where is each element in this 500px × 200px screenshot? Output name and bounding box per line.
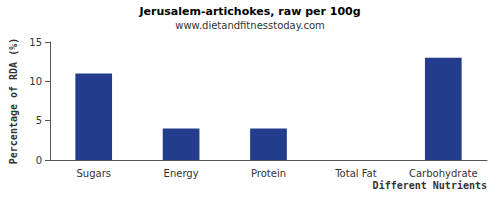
svg-text:0: 0 bbox=[36, 155, 42, 166]
svg-text:Sugars: Sugars bbox=[76, 168, 110, 179]
svg-text:Carbohydrate: Carbohydrate bbox=[409, 168, 478, 179]
svg-text:10: 10 bbox=[29, 76, 42, 87]
svg-text:Percentage of RDA (%): Percentage of RDA (%) bbox=[8, 38, 19, 164]
svg-text:Jerusalem-artichokes, raw per: Jerusalem-artichokes, raw per 100g bbox=[138, 5, 360, 18]
svg-text:www.dietandfitnesstoday.com: www.dietandfitnesstoday.com bbox=[175, 20, 324, 31]
svg-text:Protein: Protein bbox=[251, 168, 286, 179]
svg-text:15: 15 bbox=[29, 37, 42, 48]
svg-text:Energy: Energy bbox=[164, 168, 199, 179]
svg-text:Total Fat: Total Fat bbox=[334, 168, 376, 179]
svg-text:Different Nutrients: Different Nutrients bbox=[373, 180, 487, 191]
svg-text:5: 5 bbox=[36, 115, 42, 126]
